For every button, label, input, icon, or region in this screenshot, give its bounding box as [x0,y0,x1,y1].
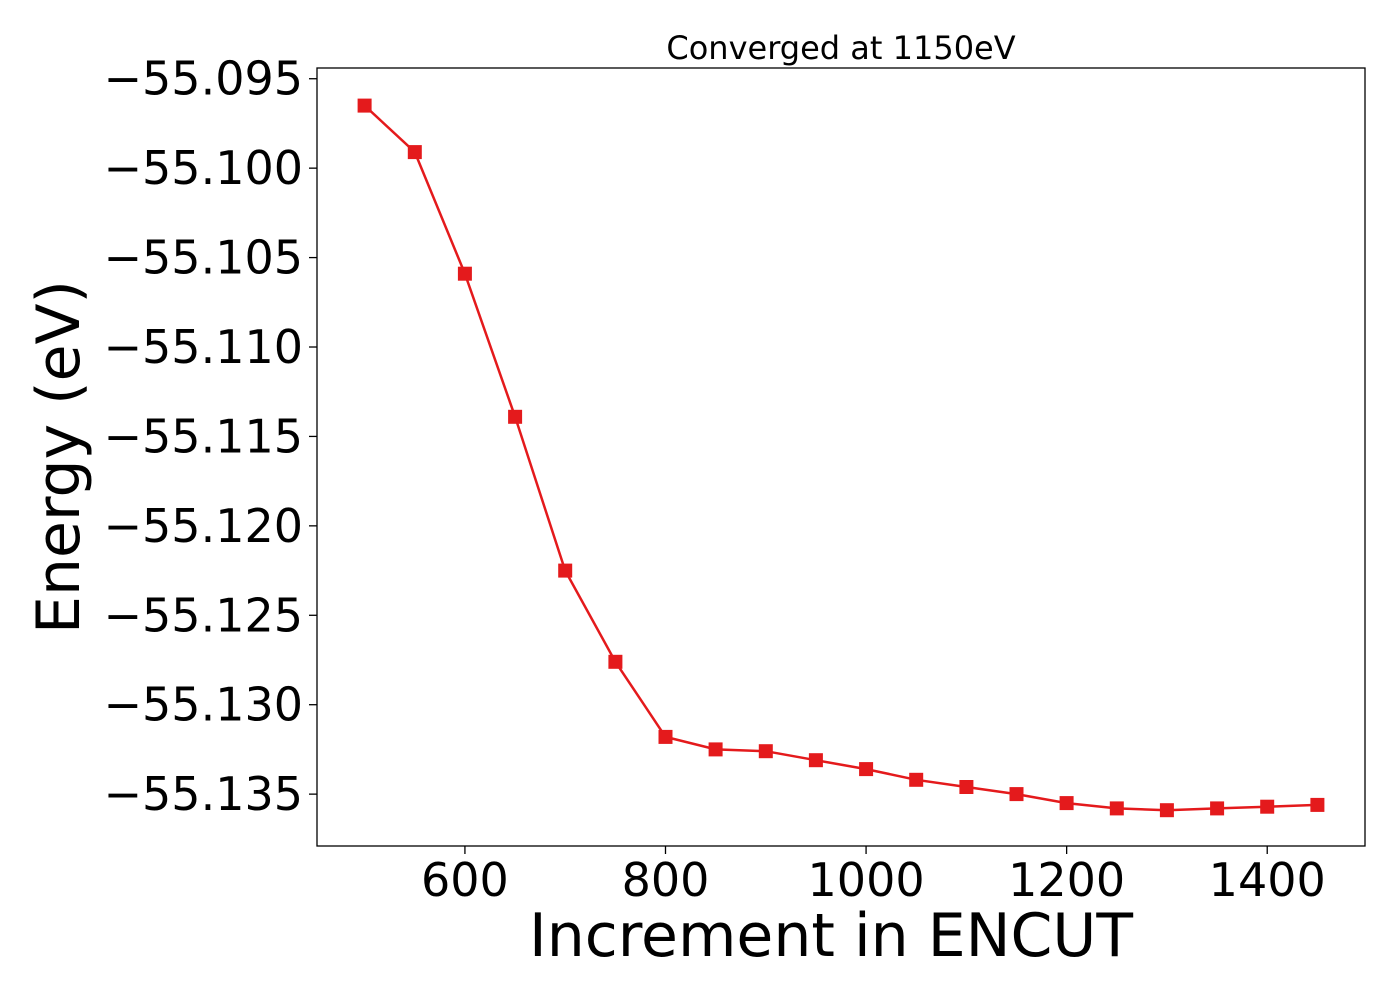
y-tick-label: −55.135 [104,767,304,821]
data-point [1059,796,1074,811]
data-point [1159,803,1174,818]
data-point [1009,787,1024,802]
plot-frame [316,67,1366,847]
data-point [959,780,974,794]
data-point [558,563,573,578]
data-point [708,742,723,757]
data-point [1310,797,1325,812]
y-tick-label: −55.130 [104,678,304,732]
y-tick-label: −55.115 [104,409,304,463]
y-tick-label: −55.110 [104,320,304,374]
chart-title: Converged at 1150eV [666,29,1015,67]
x-axis-label: Increment in ENCUT [529,901,1133,971]
data-point [1109,801,1124,816]
data-point [407,145,422,160]
data-point [457,266,472,281]
data-point [608,654,623,669]
data-point [808,753,823,768]
x-tick-label: 600 [421,853,509,907]
x-tick-label: 800 [622,853,710,907]
y-axis-label: Energy (eV) [24,280,94,634]
y-tick-label: −55.095 [104,52,304,106]
x-tick-label: 1200 [1008,853,1125,907]
x-tick-label: 1400 [1209,853,1326,907]
y-tick-label: −55.105 [104,231,304,285]
series-line [363,104,1318,812]
data-point [357,98,372,113]
data-point [1260,799,1275,814]
data-point [758,744,773,759]
data-point [859,762,874,777]
data-point [909,772,924,787]
series-markers [357,98,1325,818]
data-point [658,729,673,744]
y-axis-ticks: −55.095 −55.100 −55.105 −55.110 −55.115 −55.1… [104,52,317,821]
x-axis-ticks: 600 800 1000 1200 1400 [421,846,1326,907]
data-point [1210,801,1225,816]
data-point [508,409,523,424]
x-tick-label: 1000 [808,853,925,907]
y-tick-label: −55.125 [104,588,304,642]
y-tick-label: −55.100 [104,141,304,195]
y-tick-label: −55.120 [104,499,304,553]
